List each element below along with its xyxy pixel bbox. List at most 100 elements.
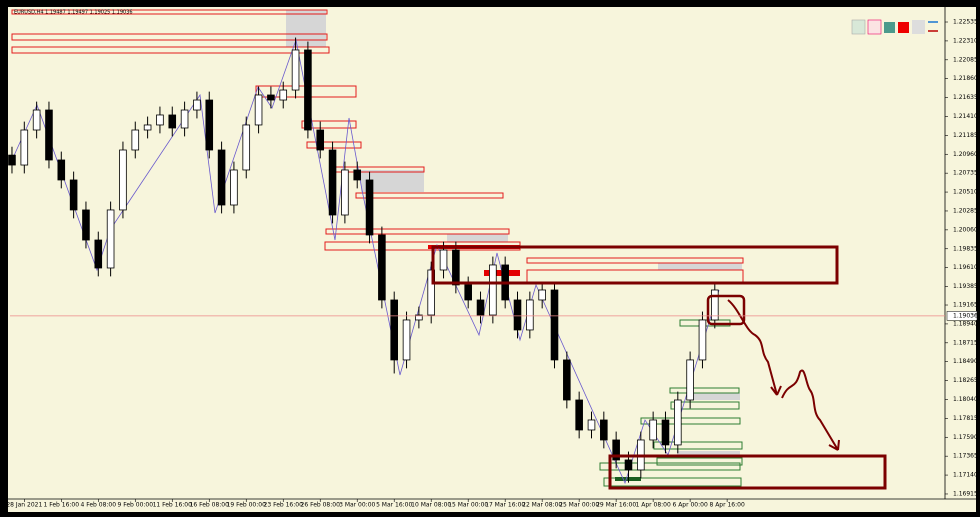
candle-body bbox=[550, 289, 559, 361]
x-tick-label: 3 Mar 00:00 bbox=[339, 502, 375, 509]
candle-body bbox=[365, 179, 374, 236]
candle-body bbox=[489, 264, 497, 316]
candle-body bbox=[649, 419, 657, 441]
candle-body bbox=[106, 209, 115, 269]
x-tick-label: 5 Mar 16:00 bbox=[376, 502, 412, 509]
x-tick-label: 29 Mar 16:00 bbox=[596, 502, 636, 509]
zigzag bbox=[11, 38, 720, 485]
candle-body bbox=[439, 249, 448, 271]
candle-body bbox=[230, 169, 238, 206]
candle-body bbox=[612, 439, 620, 461]
candle-body bbox=[8, 154, 16, 166]
x-tick-label: 19 Feb 00:00 bbox=[227, 502, 267, 509]
y-tick-label: 1.16915 bbox=[953, 490, 978, 497]
y-tick-label: 1.21185 bbox=[953, 132, 978, 139]
candle-body bbox=[427, 269, 435, 316]
candle-body bbox=[661, 419, 670, 446]
x-tick-label: 10 Mar 08:00 bbox=[411, 502, 451, 509]
candle-body bbox=[402, 319, 411, 361]
x-tick-label: 23 Feb 16:00 bbox=[264, 502, 304, 509]
candle-body bbox=[686, 359, 694, 401]
x-tick-label: 6 Apr 00:00 bbox=[672, 502, 707, 509]
candle-body bbox=[674, 399, 682, 446]
symbol-header: EURUSD,H4 1.19487 1.19497 1.19025 1.1903… bbox=[14, 10, 133, 16]
candle-body bbox=[254, 94, 263, 126]
candle-body bbox=[20, 129, 29, 166]
x-tick-label: 22 Mar 08:00 bbox=[522, 502, 562, 509]
y-tick-label: 1.17590 bbox=[953, 434, 978, 441]
candle-body bbox=[32, 109, 41, 131]
annotations bbox=[431, 245, 887, 490]
candle-body bbox=[94, 239, 103, 269]
current-price-label: 1.19036 bbox=[953, 312, 978, 319]
candle-body bbox=[69, 179, 78, 211]
candle-body bbox=[328, 149, 337, 216]
x-tick-label: 26 Feb 08:00 bbox=[301, 502, 341, 509]
candle-body bbox=[217, 149, 226, 206]
x-tick-label: 8 Apr 16:00 bbox=[709, 502, 744, 509]
candle-body bbox=[587, 419, 596, 431]
y-tick-label: 1.18490 bbox=[953, 358, 978, 365]
candle-body bbox=[291, 49, 300, 91]
x-tick-label: 28 Jan 2021 bbox=[6, 502, 42, 509]
x-tick-label: 25 Mar 00:00 bbox=[559, 502, 599, 509]
candles bbox=[8, 37, 719, 483]
candle-body bbox=[45, 109, 53, 161]
candle-body bbox=[563, 359, 571, 401]
y-tick-label: 1.20060 bbox=[953, 226, 978, 233]
candle-body bbox=[267, 94, 275, 101]
candle-body bbox=[464, 284, 472, 301]
candle-body bbox=[415, 314, 423, 321]
y-tick-label: 1.20735 bbox=[953, 170, 978, 177]
x-tick-label: 9 Feb 00:00 bbox=[118, 502, 154, 509]
candle-body bbox=[476, 299, 485, 316]
y-tick-label: 1.17140 bbox=[953, 472, 978, 479]
candle-body bbox=[378, 234, 386, 301]
chart-background bbox=[8, 7, 976, 512]
candle-body bbox=[600, 419, 608, 441]
candle-body bbox=[168, 114, 177, 129]
y-tick-label: 1.17365 bbox=[953, 453, 978, 460]
y-tick-label: 1.20285 bbox=[953, 207, 978, 214]
y-tick-label: 1.18715 bbox=[953, 339, 978, 346]
candle-body bbox=[193, 99, 201, 111]
candle-body bbox=[156, 114, 164, 126]
candle-body bbox=[353, 169, 362, 181]
candle-body bbox=[57, 159, 66, 181]
candle-body bbox=[180, 109, 189, 129]
candle-body bbox=[575, 399, 583, 431]
x-tick-label: 15 Mar 00:00 bbox=[448, 502, 488, 509]
x-tick-label: 1 Apr 08:00 bbox=[635, 502, 670, 509]
candle-body bbox=[304, 49, 312, 131]
toolbar bbox=[851, 19, 938, 35]
candle-body bbox=[205, 99, 214, 151]
y-tick-label: 1.18040 bbox=[953, 396, 978, 403]
y-tick-label: 1.19385 bbox=[953, 283, 978, 290]
y-tick-label: 1.22085 bbox=[953, 56, 978, 63]
candle-body bbox=[143, 124, 152, 131]
candle-body bbox=[119, 149, 127, 211]
candle-body bbox=[526, 299, 534, 331]
current-price-box bbox=[946, 311, 978, 321]
y-tick-label: 1.17815 bbox=[953, 415, 978, 422]
candle-body bbox=[131, 129, 140, 151]
y-tick-label: 1.19165 bbox=[953, 302, 978, 309]
y-tick-label: 1.18265 bbox=[953, 377, 978, 384]
y-tick-label: 1.20510 bbox=[953, 189, 978, 196]
candle-body bbox=[390, 299, 399, 361]
y-tick-label: 1.21860 bbox=[953, 75, 978, 82]
x-tick-label: 1 Feb 16:00 bbox=[44, 502, 80, 509]
x-tick-label: 4 Feb 08:00 bbox=[81, 502, 117, 509]
candle-body bbox=[513, 299, 522, 331]
candle-body bbox=[279, 89, 288, 101]
candle-body bbox=[711, 289, 719, 321]
candle-body bbox=[452, 249, 460, 286]
x-tick-label: 11 Feb 16:00 bbox=[153, 502, 193, 509]
x-tick-label: 17 Mar 16:00 bbox=[485, 502, 525, 509]
x-tick-label: 16 Feb 08:00 bbox=[190, 502, 230, 509]
y-tick-label: 1.22535 bbox=[953, 19, 978, 26]
y-tick-label: 1.22310 bbox=[953, 37, 978, 44]
y-tick-label: 1.18940 bbox=[953, 320, 978, 327]
